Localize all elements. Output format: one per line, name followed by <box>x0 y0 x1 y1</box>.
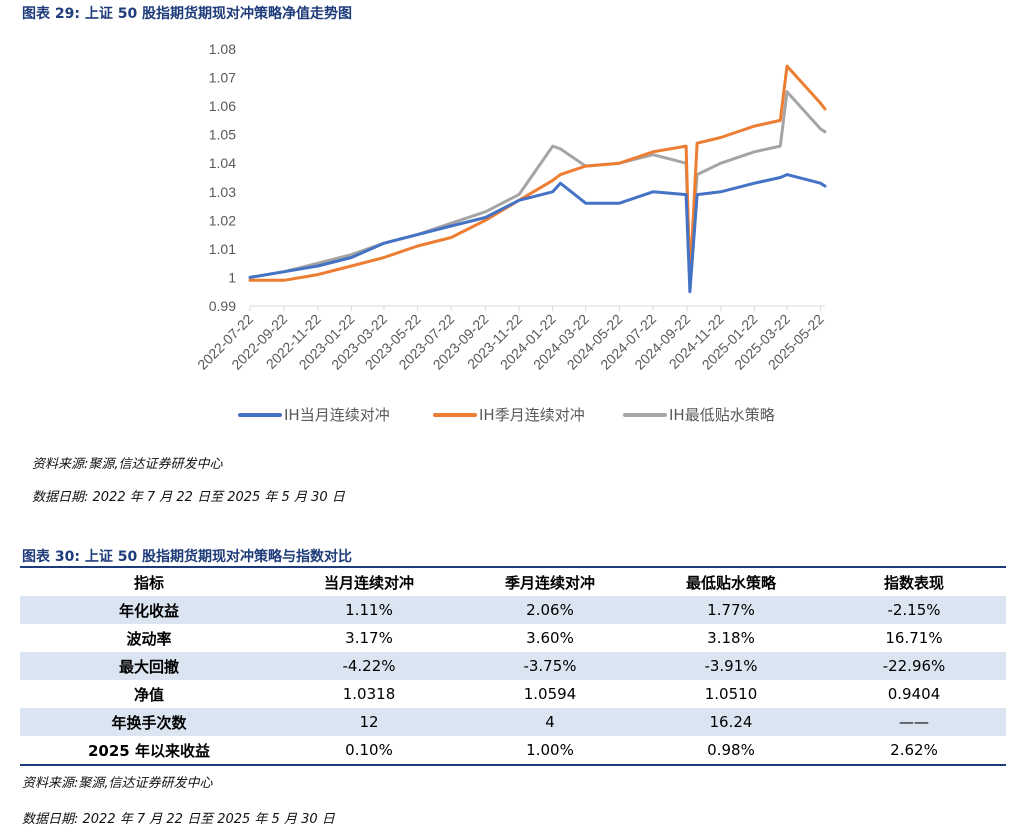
line-chart: 0.9911.011.021.031.041.051.061.071.08202… <box>180 30 860 442</box>
column-header: 当月连续对冲 <box>278 566 460 596</box>
y-tick-label: 1.02 <box>209 212 236 228</box>
figure-30-title: 图表 30: 上证 50 股指期货期现对冲策略与指数对比 <box>22 549 353 565</box>
y-tick-label: 1.05 <box>209 127 236 143</box>
table-row: 最大回撤 -4.22% -3.75% -3.91% -22.96% <box>20 652 1006 680</box>
y-tick-label: 1 <box>228 269 236 285</box>
y-tick-label: 1.07 <box>209 70 236 86</box>
row-label: 年化收益 <box>20 596 278 624</box>
table-cell: 2.06% <box>460 596 640 624</box>
y-tick-label: 1.01 <box>209 241 236 257</box>
table-cell: -4.22% <box>278 652 460 680</box>
table-header-row: 指标 当月连续对冲 季月连续对冲 最低贴水策略 指数表现 <box>20 566 1006 596</box>
y-tick-label: 1.06 <box>209 98 236 114</box>
row-label: 2025 年以来收益 <box>20 736 278 766</box>
chart-background <box>180 30 860 442</box>
figure-29-source: 资料来源:聚源,信达证券研发中心 <box>32 457 223 472</box>
table-cell: -22.96% <box>822 652 1006 680</box>
column-header: 指标 <box>20 566 278 596</box>
table-cell: 1.0510 <box>704 685 758 703</box>
table-cell: -2.15% <box>822 596 1006 624</box>
column-header: 季月连续对冲 <box>460 566 640 596</box>
legend-label: IH当月连续对冲 <box>284 406 390 424</box>
table-cell: 1.0318 <box>342 685 396 703</box>
row-label: 波动率 <box>126 629 172 648</box>
y-tick-label: 1.04 <box>209 155 236 171</box>
table-cell: 0.9404 <box>887 685 941 703</box>
table-cell: 1.0594 <box>523 685 577 703</box>
table-cell: 3.60% <box>526 629 574 647</box>
column-header: 最低贴水策略 <box>640 566 822 596</box>
table-cell: 16.24 <box>640 708 822 736</box>
legend-label: IH最低贴水策略 <box>669 406 775 424</box>
row-label: 最大回撤 <box>20 652 278 680</box>
y-tick-label: 1.03 <box>209 184 236 200</box>
y-tick-label: 0.99 <box>209 298 236 314</box>
table-cell: -3.75% <box>460 652 640 680</box>
table-cell: —— <box>822 708 1006 736</box>
figure-30-source: 资料来源:聚源,信达证券研发中心 <box>22 776 213 791</box>
series-line-ih-monthly <box>248 173 827 294</box>
comparison-table: 指标 当月连续对冲 季月连续对冲 最低贴水策略 指数表现 年化收益 1.11% … <box>20 566 1006 766</box>
figure-29-date-range: 数据日期: 2022 年 7 月 22 日至 2025 年 5 月 30 日 <box>32 490 345 505</box>
figure-29-title: 图表 29: 上证 50 股指期货期现对冲策略净值走势图 <box>22 6 353 22</box>
table-row: 年化收益 1.11% 2.06% 1.77% -2.15% <box>20 596 1006 624</box>
y-tick-label: 1.08 <box>209 41 236 57</box>
table-cell: 0.98% <box>640 736 822 766</box>
table-cell: 0.10% <box>278 736 460 766</box>
table-cell: 16.71% <box>885 629 943 647</box>
row-label: 净值 <box>133 685 164 704</box>
table-row: 净值 1.0318 1.0594 1.0510 0.9404 <box>20 680 1006 708</box>
legend-label: IH季月连续对冲 <box>479 406 585 424</box>
series-line-ih-quarterly <box>248 64 827 282</box>
table-row: 波动率 3.17% 3.60% 3.18% 16.71% <box>20 624 1006 652</box>
table-cell: 4 <box>460 708 640 736</box>
table-row: 2025 年以来收益 0.10% 1.00% 0.98% 2.62% <box>20 736 1006 766</box>
table-cell: 2.62% <box>822 736 1006 766</box>
table-cell: 1.00% <box>460 736 640 766</box>
row-label: 年换手次数 <box>20 708 278 736</box>
chart-area: 0.99 1 1.01 1.02 1.03 1.04 1.05 1.06 1.07 1.08 202… <box>180 30 860 442</box>
table-row: 年换手次数 12 4 16.24 —— <box>20 708 1006 736</box>
table-cell: -3.91% <box>640 652 822 680</box>
table-cell: 3.18% <box>707 629 755 647</box>
table-cell: 3.17% <box>345 629 393 647</box>
figure-30-date-range: 数据日期: 2022 年 7 月 22 日至 2025 年 5 月 30 日 <box>22 812 335 827</box>
table-cell: 1.77% <box>640 596 822 624</box>
column-header: 指数表现 <box>822 566 1006 596</box>
table-cell: 12 <box>278 708 460 736</box>
table-cell: 1.11% <box>278 596 460 624</box>
